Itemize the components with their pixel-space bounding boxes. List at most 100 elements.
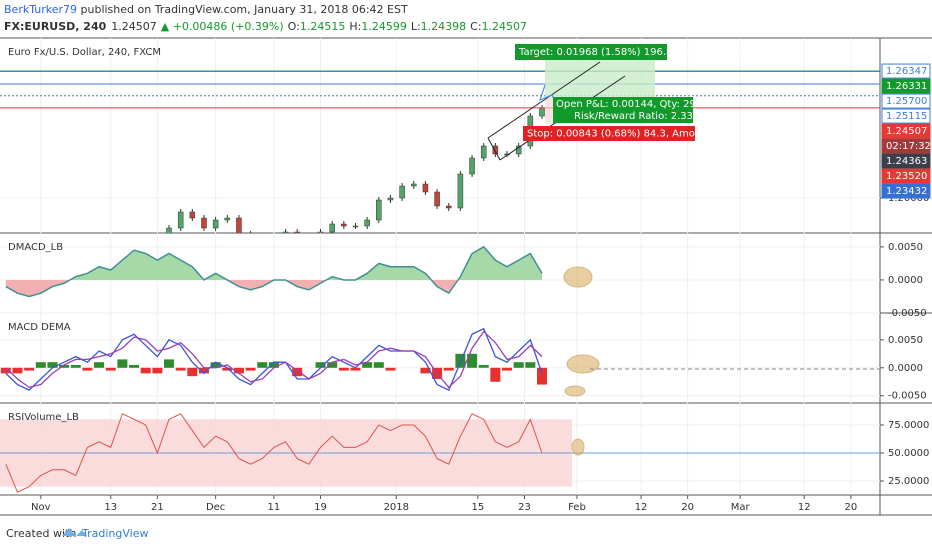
y-tick-label: -0.0050 [888, 391, 927, 402]
pane-title: MACD DEMA [8, 322, 71, 333]
x-tick-label: 20 [681, 502, 694, 513]
change: ▲ +0.00486 (+0.39%) [161, 20, 284, 33]
wedge-line [487, 61, 601, 139]
profit-zone [545, 60, 655, 98]
candle [306, 248, 311, 249]
candle [515, 145, 522, 155]
target-box [515, 44, 667, 60]
risk-reward-label: Risk/Reward Ratio: 2.33 [574, 111, 693, 122]
line [5, 327, 543, 392]
y-tick-label: 0.0050 [888, 242, 923, 253]
countdown-box [881, 138, 931, 154]
histogram-bar [315, 362, 326, 368]
x-tick-label: 20 [844, 502, 857, 513]
symbol-line: FX:EURUSD, 240 1.24507 ▲ +0.00486 (+0.39%)… [4, 20, 527, 33]
histogram-bar [24, 367, 35, 371]
level-label-box [881, 123, 931, 139]
highlight [571, 438, 585, 456]
candle [422, 183, 429, 193]
pane-title: DMACD_LB [8, 242, 63, 253]
level-label: 1.26347 [886, 66, 927, 77]
level-label: 1.24363 [886, 156, 927, 167]
level-label-box [881, 93, 931, 109]
candle [248, 234, 253, 244]
open-pl-label: Open P&L: 0.00144, Qty: 29655 [556, 99, 715, 110]
level-label: 1.25700 [886, 96, 927, 107]
o-key: O: [288, 20, 300, 33]
histogram-bar [292, 367, 303, 377]
histogram-bar [59, 364, 70, 368]
candle [212, 219, 219, 229]
histogram-bar [245, 367, 256, 371]
histogram-bar [140, 367, 151, 374]
histogram-bar [47, 362, 58, 368]
marks [0, 70, 880, 493]
candle [15, 268, 20, 276]
line [5, 245, 543, 298]
histogram-bar [152, 367, 163, 374]
histogram-bar [385, 367, 396, 371]
candle [329, 223, 335, 233]
histogram-bar [94, 362, 105, 368]
candle [143, 238, 148, 240]
candle [480, 145, 487, 159]
drawings: Target: 0.01968 (1.58%) 196.8, Amount: 1… [487, 44, 880, 456]
candle [434, 191, 440, 207]
candle [376, 199, 382, 221]
y-tick-label: 75.0000 [888, 420, 929, 431]
countdown: 02:17:32 [886, 141, 931, 152]
level-label: 1.24507 [886, 126, 927, 137]
candle [260, 244, 265, 245]
level-label: 1.25115 [886, 111, 927, 122]
histogram-bar [338, 367, 349, 371]
histogram-bar [536, 367, 547, 385]
candle [177, 211, 184, 229]
histogram-bar [129, 364, 140, 368]
histogram-bar [105, 367, 116, 371]
y-tick-label: 50.0000 [888, 448, 929, 459]
x-tick-label: 15 [472, 502, 485, 513]
candle [236, 217, 242, 233]
c-key: C: [470, 20, 481, 33]
x-tick-label: 23 [518, 502, 531, 513]
histogram-bar [257, 362, 268, 368]
histogram-bar [373, 362, 384, 368]
level-label: 1.26331 [886, 81, 927, 92]
highlight [563, 266, 593, 288]
wedge-line [487, 137, 501, 161]
level-label-box [881, 183, 931, 199]
last: 1.24507 [111, 20, 157, 33]
c-value: 1.24507 [482, 20, 528, 33]
candle [399, 185, 405, 199]
line [5, 413, 543, 493]
histogram-bar [82, 367, 93, 371]
pane [0, 70, 880, 276]
histogram-bar [117, 359, 128, 368]
histogram-bar [327, 362, 338, 368]
candle [539, 107, 545, 117]
candle [282, 231, 289, 233]
candle [132, 238, 137, 240]
candle [352, 225, 359, 228]
histogram-bar [210, 362, 221, 368]
histogram-bar [350, 367, 361, 371]
l-value: 1.24398 [421, 20, 467, 33]
x-tick-label: 21 [151, 502, 164, 513]
footer-brand[interactable]: TradingView [81, 527, 148, 540]
candle [411, 183, 417, 187]
histogram-bar [222, 367, 233, 371]
author[interactable]: BerkTurker79 [4, 3, 77, 16]
stop-box [523, 126, 695, 141]
header-line: BerkTurker79 published on TradingView.co… [4, 3, 408, 16]
level-label-box [881, 153, 931, 169]
histogram-bar [478, 364, 489, 368]
pane-title: RSIVolume_LB [8, 412, 79, 423]
x-tick-label: Dec [206, 502, 225, 513]
candle [27, 270, 32, 276]
candle [294, 231, 300, 233]
histogram-bar [525, 362, 536, 368]
histogram-bar [420, 367, 431, 374]
x-tick-label: 12 [798, 502, 811, 513]
histogram-bar [12, 367, 23, 374]
